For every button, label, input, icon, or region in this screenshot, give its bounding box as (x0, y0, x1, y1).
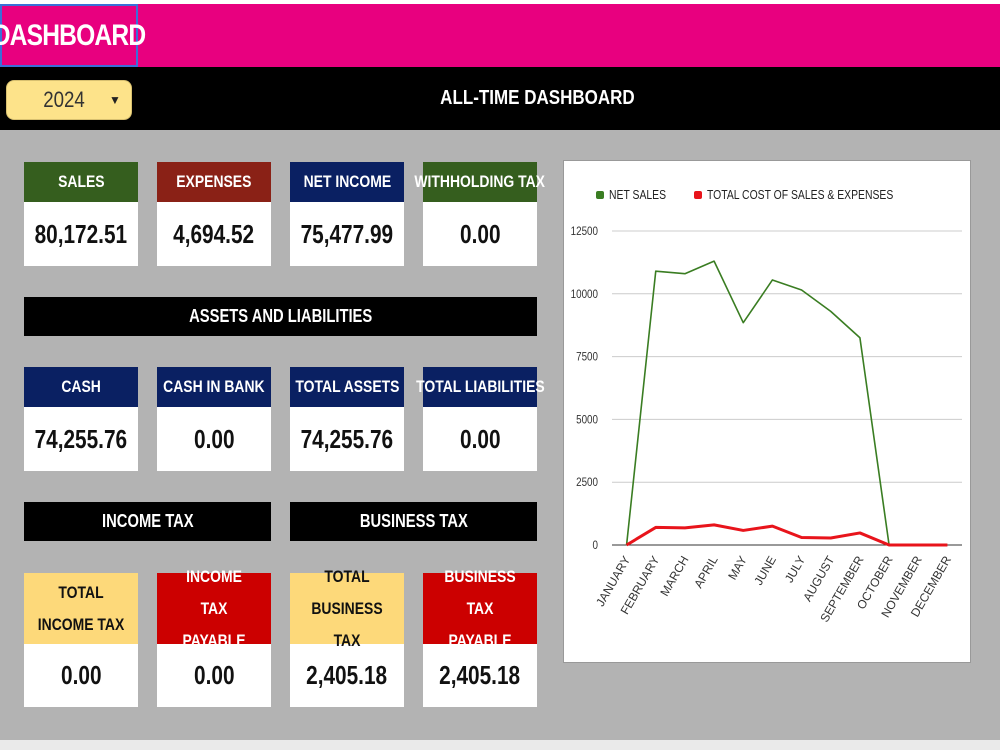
withholding-tax-value: 0.00 (423, 202, 537, 266)
sales-label: SALES (24, 162, 138, 202)
total-income-tax-label: TOTAL INCOME TAX (24, 573, 138, 644)
legend-label: NET SALES (608, 187, 666, 202)
sales-value: 80,172.51 (24, 202, 138, 266)
net-income-value: 75,477.99 (290, 202, 404, 266)
income-tax-payable-value: 0.00 (157, 644, 271, 707)
total-business-tax-label: TOTAL BUSINESS TAX (290, 567, 404, 650)
income-tax-payable-card[interactable]: INCOME TAX PAYABLE 0.00 (157, 567, 271, 707)
expenses-label: EXPENSES (157, 162, 271, 202)
chevron-down-icon[interactable]: ▼ (109, 93, 121, 107)
year-value: 2024 (43, 87, 85, 112)
total-assets-label: TOTAL ASSETS (290, 367, 404, 407)
expenses-card[interactable]: EXPENSES 4,694.52 (157, 162, 271, 266)
y-tick-label: 0 (593, 539, 598, 552)
total-liabilities-value: 0.00 (423, 407, 537, 471)
business-tax-payable-value: 2,405.18 (423, 644, 537, 707)
net-sales-chart[interactable]: NET SALES TOTAL COST OF SALES & EXPENSES… (563, 160, 971, 663)
cash-label: CASH (24, 367, 138, 407)
net-income-label: NET INCOME (290, 162, 404, 202)
title-bar (0, 4, 1000, 67)
title-cell[interactable]: DASHBOARD (0, 4, 146, 67)
expenses-value: 4,694.52 (157, 202, 271, 266)
income-tax-payable-label: INCOME TAX PAYABLE (157, 567, 271, 650)
total-assets-value: 74,255.76 (290, 407, 404, 471)
net-income-card[interactable]: NET INCOME 75,477.99 (290, 162, 404, 266)
cash-card[interactable]: CASH 74,255.76 (24, 367, 138, 471)
cash-in-bank-label: CASH IN BANK (157, 367, 271, 407)
total-business-tax-card[interactable]: TOTAL BUSINESS TAX 2,405.18 (290, 567, 404, 707)
x-tick-label: JULY (782, 554, 808, 586)
total-income-tax-card[interactable]: TOTAL INCOME TAX 0.00 (24, 573, 138, 707)
net-sales-line (625, 260, 948, 546)
legend-swatch (595, 190, 604, 199)
page-title: DASHBOARD (0, 18, 146, 52)
cash-in-bank-card[interactable]: CASH IN BANK 0.00 (157, 367, 271, 471)
legend-swatch (694, 190, 703, 199)
business-tax-payable-card[interactable]: BUSINESS TAX PAYABLE 2,405.18 (423, 567, 537, 707)
dashboard-subtitle: ALL-TIME DASHBOARD (439, 87, 635, 109)
total-liabilities-label: TOTAL LIABILITIES (416, 367, 544, 407)
withholding-tax-card[interactable]: WITHHOLDING TAX 0.00 (415, 162, 545, 266)
total-cost-line (625, 523, 948, 547)
x-tick-label: JUNE (751, 554, 779, 588)
legend-item-total-cost: TOTAL COST OF SALES & EXPENSES (694, 187, 940, 202)
y-tick-label: 7500 (576, 351, 598, 364)
y-tick-label: 12500 (571, 225, 598, 238)
chart-plot: 02500500075001000012500JANUARYFEBRUARYMA… (571, 225, 962, 625)
total-business-tax-value: 2,405.18 (290, 644, 404, 707)
x-tick-label: APRIL (691, 553, 721, 590)
withholding-tax-label: WITHHOLDING TAX (415, 162, 545, 202)
total-liabilities-card[interactable]: TOTAL LIABILITIES 0.00 (416, 367, 544, 471)
year-dropdown[interactable]: 2024 ▼ (6, 80, 132, 120)
sales-card[interactable]: SALES 80,172.51 (24, 162, 138, 266)
assets-liabilities-header: ASSETS AND LIABILITIES (24, 297, 537, 336)
income-tax-header: INCOME TAX (24, 502, 271, 541)
chart-legend: NET SALES TOTAL COST OF SALES & EXPENSES (564, 187, 972, 202)
total-income-tax-value: 0.00 (24, 644, 138, 707)
y-tick-label: 10000 (571, 288, 598, 301)
business-tax-payable-label: BUSINESS TAX PAYABLE (423, 567, 537, 650)
legend-label: TOTAL COST OF SALES & EXPENSES (707, 187, 894, 202)
sheet-top-edge (0, 0, 1000, 4)
business-tax-header: BUSINESS TAX (290, 502, 537, 541)
y-tick-label: 2500 (576, 476, 598, 489)
legend-item-net-sales: NET SALES (595, 187, 680, 202)
subheader-bar (0, 67, 1000, 130)
y-tick-label: 5000 (576, 414, 598, 427)
x-tick-label: MARCH (657, 554, 691, 599)
x-tick-label: MAY (725, 554, 750, 583)
sheet-bottom-edge (0, 740, 1000, 750)
cash-value: 74,255.76 (24, 407, 138, 471)
cash-in-bank-value: 0.00 (157, 407, 271, 471)
total-assets-card[interactable]: TOTAL ASSETS 74,255.76 (290, 367, 404, 471)
